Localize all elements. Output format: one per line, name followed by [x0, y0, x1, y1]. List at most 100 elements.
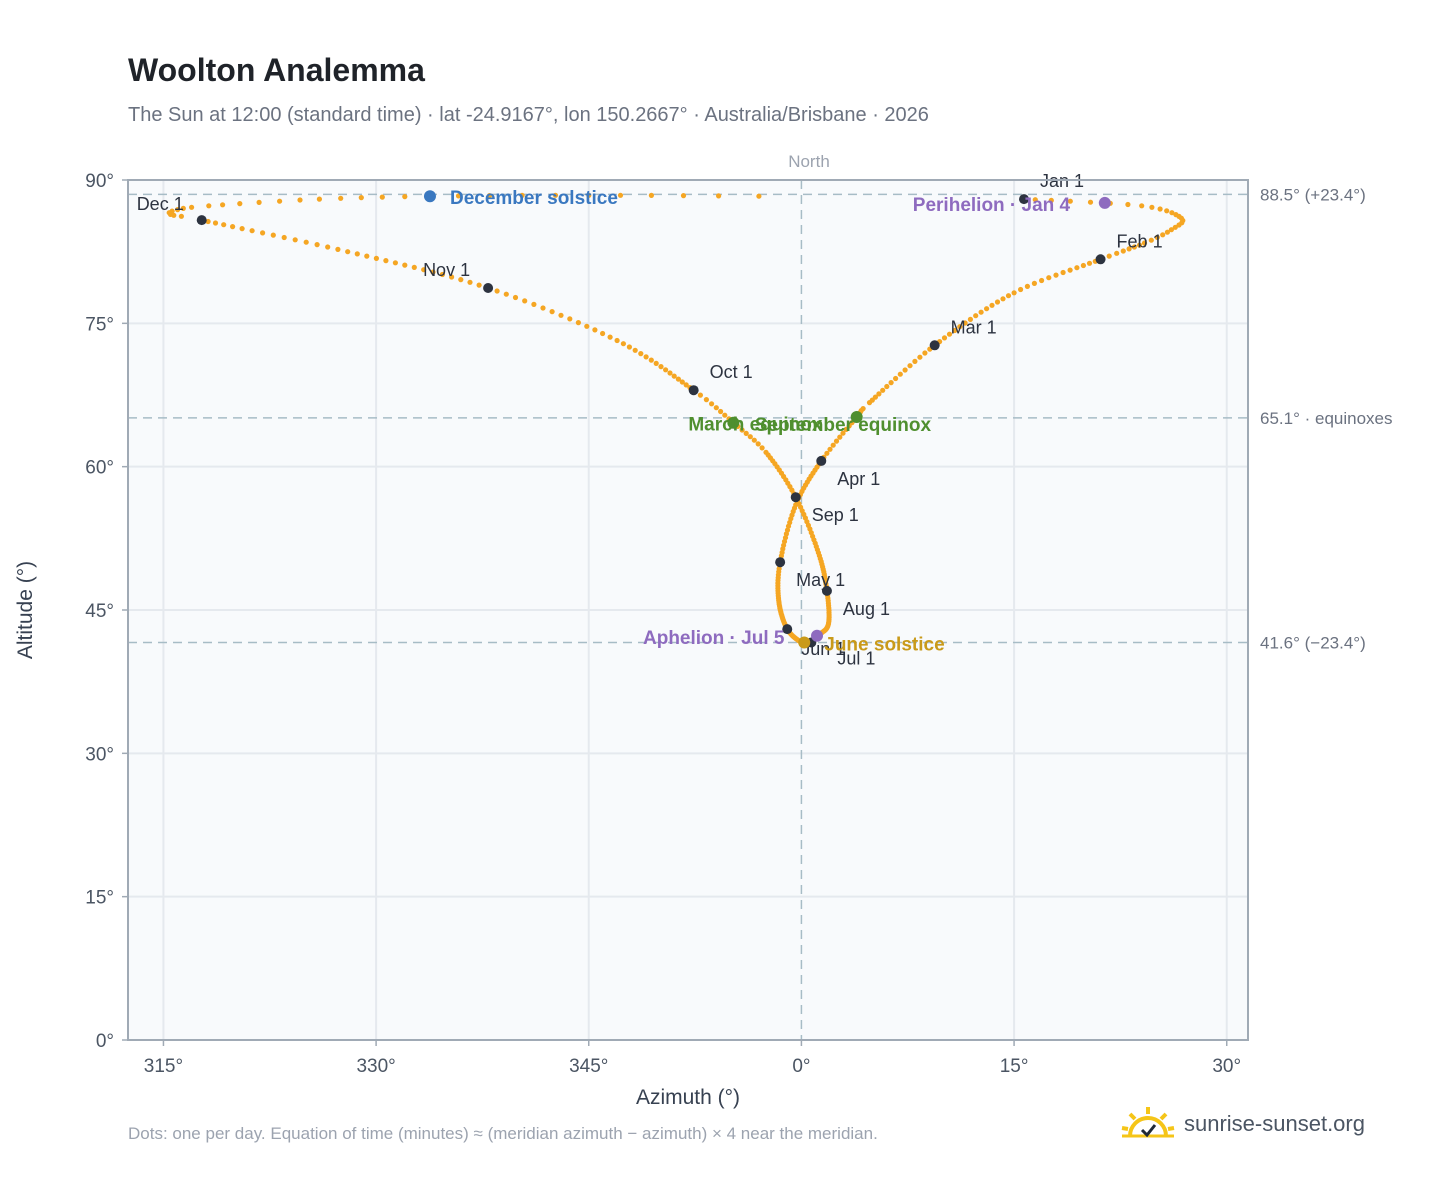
daily-sun-position	[175, 207, 181, 213]
event-label: Perihelion · Jan 4	[913, 195, 1071, 216]
brand[interactable]: sunrise-sunset.org	[1120, 1104, 1365, 1144]
daily-sun-position	[1126, 246, 1132, 252]
daily-sun-position	[345, 249, 351, 255]
daily-sun-position	[1024, 283, 1030, 289]
daily-sun-position	[756, 193, 762, 199]
month-marker	[775, 557, 786, 568]
daily-sun-position	[607, 334, 613, 340]
daily-sun-position	[230, 224, 236, 230]
daily-sun-position	[1087, 199, 1094, 205]
month-marker-label: Sep 1	[812, 505, 859, 525]
daily-sun-position	[658, 364, 664, 370]
daily-sun-position	[880, 387, 886, 393]
daily-sun-position	[973, 313, 979, 319]
daily-sun-position	[180, 205, 186, 211]
daily-sun-position	[888, 380, 894, 386]
daily-sun-position	[1120, 248, 1126, 254]
daily-sun-position	[638, 351, 644, 357]
daily-sun-position	[281, 234, 287, 241]
daily-sun-position	[421, 267, 427, 273]
daily-sun-position	[632, 347, 638, 353]
daily-sun-position	[494, 288, 500, 294]
daily-sun-position	[600, 330, 606, 337]
daily-sun-position	[1114, 250, 1120, 256]
daily-sun-position	[663, 367, 669, 373]
x-tick-label: 15°	[1000, 1056, 1029, 1077]
daily-sun-position	[941, 335, 948, 341]
daily-sun-position	[824, 450, 830, 456]
month-marker	[1095, 254, 1106, 265]
daily-sun-position	[759, 445, 765, 451]
daily-sun-position	[364, 253, 370, 259]
y-tick-label: 15°	[85, 888, 114, 909]
month-marker	[929, 340, 940, 351]
daily-sun-position	[912, 358, 918, 364]
daily-sun-position	[1169, 210, 1175, 216]
daily-sun-position	[785, 523, 792, 529]
x-tick-label: 345°	[569, 1056, 608, 1077]
axes: 315° 330° 345° 0° 15° 30° 0° 15° 30° 45° 60° 75° 90°	[85, 171, 1249, 1077]
daily-sun-position	[833, 438, 840, 444]
daily-sun-position	[902, 367, 908, 373]
reference-line-label: 41.6° (−23.4°)	[1260, 633, 1366, 652]
event-marker-equinox	[850, 410, 863, 423]
daily-sun-position	[277, 198, 283, 204]
daily-sun-position	[1039, 277, 1045, 284]
daily-sun-position	[338, 195, 344, 201]
daily-sun-position	[486, 193, 493, 199]
y-tick-label: 45°	[85, 601, 114, 622]
daily-sun-position	[614, 337, 620, 344]
daily-sun-position	[239, 226, 245, 232]
daily-sun-position	[680, 193, 687, 199]
month-marker-label: Dec 1	[137, 194, 184, 214]
grid	[128, 180, 1248, 1040]
event-marker-apsis	[1098, 196, 1111, 209]
y-tick-label: 30°	[85, 744, 114, 765]
daily-sun-position	[1086, 260, 1093, 266]
daily-sun-position	[1172, 224, 1178, 230]
daily-sun-position	[846, 423, 852, 429]
daily-sun-position	[648, 357, 654, 363]
daily-sun-position	[1046, 275, 1052, 281]
daily-sun-position	[884, 383, 890, 390]
daily-sun-position	[1048, 197, 1054, 203]
daily-sun-position	[449, 274, 455, 280]
daily-sun-position	[476, 282, 482, 288]
event-marker-apsis	[811, 629, 824, 642]
month-marker-label: Jul 1	[837, 648, 875, 668]
x-tick-label: 315°	[144, 1056, 183, 1077]
daily-sun-position	[866, 400, 873, 406]
daily-sun-position	[531, 301, 537, 307]
daily-sun-position	[747, 434, 753, 440]
daily-sun-position	[743, 430, 749, 436]
daily-sun-position	[1149, 204, 1155, 210]
daily-sun-position	[402, 262, 408, 268]
daily-sun-position	[567, 316, 573, 322]
daily-sun-position	[620, 341, 627, 347]
footnote: Dots: one per day. Equation of time (min…	[128, 1124, 878, 1143]
x-tick-label: 0°	[792, 1056, 810, 1077]
event-marker-solstice-jun	[798, 636, 811, 649]
daily-sun-position	[1080, 262, 1086, 269]
event-label: September equinox	[755, 415, 932, 436]
daily-sun-position	[830, 442, 836, 448]
daily-sun-position	[1000, 296, 1006, 302]
x-tick-label: 30°	[1212, 1056, 1241, 1077]
daily-sun-position	[1125, 201, 1131, 208]
month-marker	[821, 585, 832, 596]
daily-sun-position	[178, 213, 184, 219]
daily-sun-position	[354, 251, 360, 257]
daily-sun-position	[967, 316, 974, 322]
event-marker-solstice-dec	[423, 190, 436, 203]
month-marker	[196, 215, 207, 226]
daily-sun-position	[922, 350, 928, 356]
daily-sun-position	[709, 401, 715, 407]
y-tick-label: 60°	[85, 458, 114, 479]
brand-name[interactable]: sunrise-sunset.org	[1184, 1111, 1365, 1136]
daily-sun-position	[739, 427, 745, 433]
daily-sun-position	[592, 327, 598, 333]
daily-sun-position	[957, 324, 963, 330]
daily-sun-position	[703, 397, 710, 403]
daily-sun-position	[697, 392, 704, 398]
